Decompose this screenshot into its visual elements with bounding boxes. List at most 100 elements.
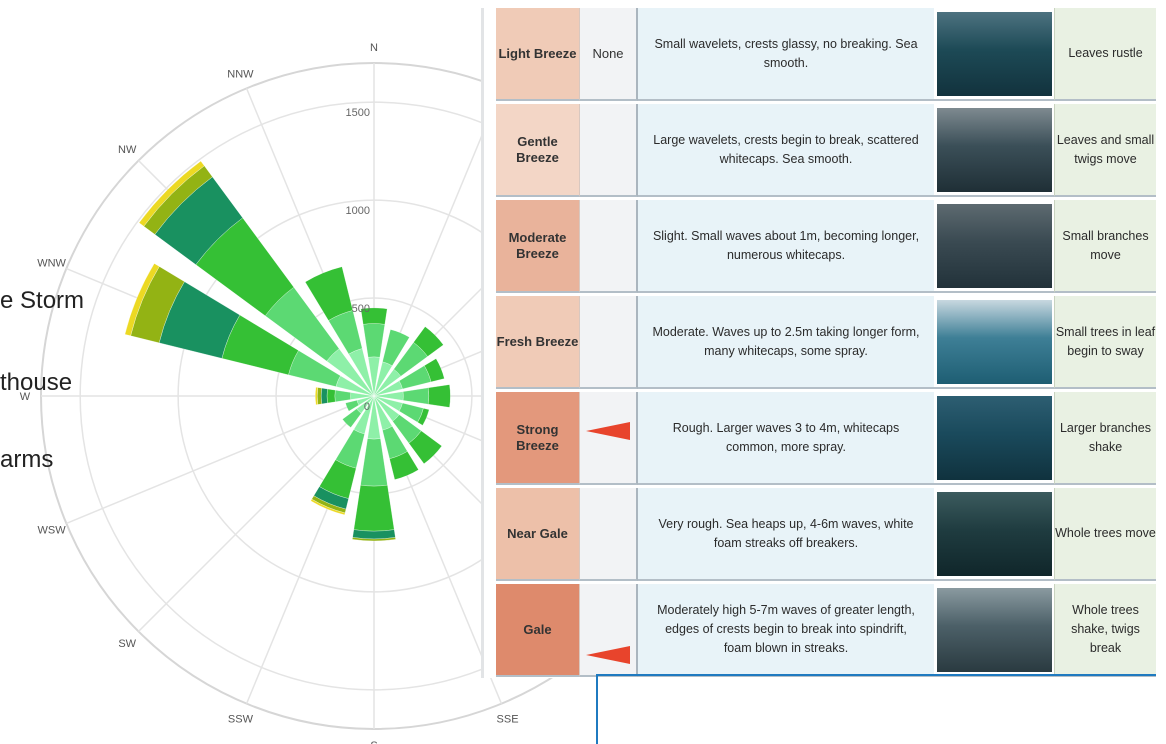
flag-cell (580, 296, 638, 389)
land-effect: Larger branches shake (1054, 392, 1156, 485)
wind-name: Fresh Breeze (496, 296, 580, 389)
wind-name: Strong Breeze (496, 392, 580, 485)
bar-w-seg-1 (334, 389, 351, 403)
sea-description: Very rough. Sea heaps up, 4-6m waves, wh… (638, 488, 934, 581)
sea-description: Rough. Larger waves 3 to 4m, whitecaps c… (638, 392, 934, 485)
land-effect: Whole trees shake, twigs break (1054, 584, 1156, 677)
beaufort-scale-table: Light Breeze None Small wavelets, crests g… (481, 8, 1156, 678)
sea-description: Large wavelets, crests begin to break, s… (638, 104, 934, 197)
sea-photo-cell (934, 584, 1054, 677)
sea-photo-cell (934, 296, 1054, 389)
beaufort-row: Near Gale Very rough. Sea heaps up, 4-6m … (484, 488, 1156, 581)
direction-label-s: S (370, 740, 377, 744)
beaufort-row: Fresh Breeze Moderate. Waves up to 2.5m t… (484, 296, 1156, 389)
beaufort-row: Gentle Breeze Large wavelets, crests begi… (484, 104, 1156, 197)
wind-rose-bars (124, 160, 451, 542)
bar-wsw-seg-1 (345, 400, 360, 412)
land-effect: Leaves and small twigs move (1054, 104, 1156, 197)
sea-photo (936, 395, 1052, 480)
sea-photo (936, 203, 1052, 288)
direction-label-wnw: WNW (37, 257, 66, 269)
bar-s-seg-3 (352, 529, 396, 540)
row-gutter (484, 488, 496, 581)
bar-n-seg-0 (367, 356, 381, 397)
sea-photo (936, 491, 1052, 576)
bar-se-seg-2 (408, 430, 443, 465)
bar-n-seg-2 (360, 307, 388, 325)
radial-tick-0: 0 (364, 401, 370, 413)
direction-label-sse: SSE (497, 713, 519, 725)
sea-photo (936, 11, 1052, 96)
row-gutter (484, 392, 496, 485)
row-gutter (484, 8, 496, 101)
bar-n-seg-1 (362, 323, 386, 358)
land-effect: Small branches move (1054, 200, 1156, 293)
beaufort-row: Light Breeze None Small wavelets, crests g… (484, 8, 1156, 101)
radial-tick-1500: 1500 (346, 107, 370, 119)
grid-spoke (138, 395, 375, 632)
bar-ssw-seg-5 (310, 498, 346, 516)
bar-s-seg-2 (353, 484, 395, 532)
bar-nw-seg-5 (138, 160, 205, 227)
direction-label-sw: SW (118, 638, 136, 650)
sea-description: Slight. Small waves about 1m, becoming l… (638, 200, 934, 293)
wind-name: Near Gale (496, 488, 580, 581)
beaufort-row: Strong Breeze Rough. Larger waves 3 to 4m… (484, 392, 1156, 485)
bar-ene-seg-2 (424, 358, 445, 383)
bar-nne-seg-1 (382, 329, 410, 367)
sea-description: Small wavelets, crests glassy, no breaki… (638, 8, 934, 101)
bar-w-seg-5 (315, 387, 319, 405)
land-effect: Leaves rustle (1054, 8, 1156, 101)
direction-label-w: W (20, 391, 31, 403)
sea-description: Moderately high 5-7m waves of greater le… (638, 584, 934, 677)
selection-frame (596, 674, 1156, 744)
sea-photo (936, 299, 1052, 384)
flag-cell (580, 104, 638, 197)
direction-label-nnw: NNW (227, 69, 254, 81)
wind-name: Light Breeze (496, 8, 580, 101)
red-pennant-icon (586, 646, 630, 664)
radial-tick-500: 500 (352, 303, 370, 315)
direction-label-ssw: SSW (228, 713, 254, 725)
beaufort-row: Moderate Breeze Slight. Small waves about… (484, 200, 1156, 293)
flag-cell (580, 392, 638, 485)
beaufort-row: Gale Moderately high 5-7m waves of greate… (484, 584, 1156, 677)
bar-ese-seg-2 (417, 408, 430, 426)
flag-cell (580, 584, 638, 677)
land-effect: Whole trees move (1054, 488, 1156, 581)
bar-ne-seg-2 (413, 326, 444, 357)
sea-photo-cell (934, 8, 1054, 101)
radial-tick-labels: 0 500 1000 1500 (346, 107, 370, 413)
direction-label-nw: NW (118, 144, 137, 156)
wind-name: Moderate Breeze (496, 200, 580, 293)
direction-label-wsw: WSW (38, 525, 67, 537)
wind-name: Gentle Breeze (496, 104, 580, 197)
bar-w-seg-2 (326, 388, 336, 404)
bar-nnw-seg-2 (304, 266, 354, 321)
sea-photo (936, 107, 1052, 192)
bar-sw-seg-1 (342, 408, 362, 428)
flag-cell (580, 200, 638, 293)
bar-e-seg-1 (402, 387, 429, 405)
bar-w-seg-3 (320, 387, 328, 405)
sea-photo-cell (934, 200, 1054, 293)
wind-name: Gale (496, 584, 580, 677)
row-gutter (484, 296, 496, 389)
direction-label-n: N (370, 42, 378, 54)
radial-tick-1000: 1000 (346, 205, 370, 217)
row-gutter (484, 584, 496, 677)
row-gutter (484, 104, 496, 197)
bar-s-seg-4 (352, 537, 396, 542)
overlay-text-alarms: arms (0, 446, 54, 473)
sea-photo-cell (934, 104, 1054, 197)
sea-photo-cell (934, 392, 1054, 485)
sea-description: Moderate. Waves up to 2.5m taking longer… (638, 296, 934, 389)
bar-s-seg-1 (360, 438, 388, 487)
overlay-text-storm: e Storm (0, 287, 85, 314)
red-pennant-icon (586, 422, 630, 440)
bar-sse-seg-2 (389, 451, 419, 480)
sea-photo-cell (934, 488, 1054, 581)
overlay-text-lighthouse: thouse (0, 369, 73, 396)
row-gutter (484, 200, 496, 293)
bar-wnw-seg-5 (124, 263, 160, 336)
